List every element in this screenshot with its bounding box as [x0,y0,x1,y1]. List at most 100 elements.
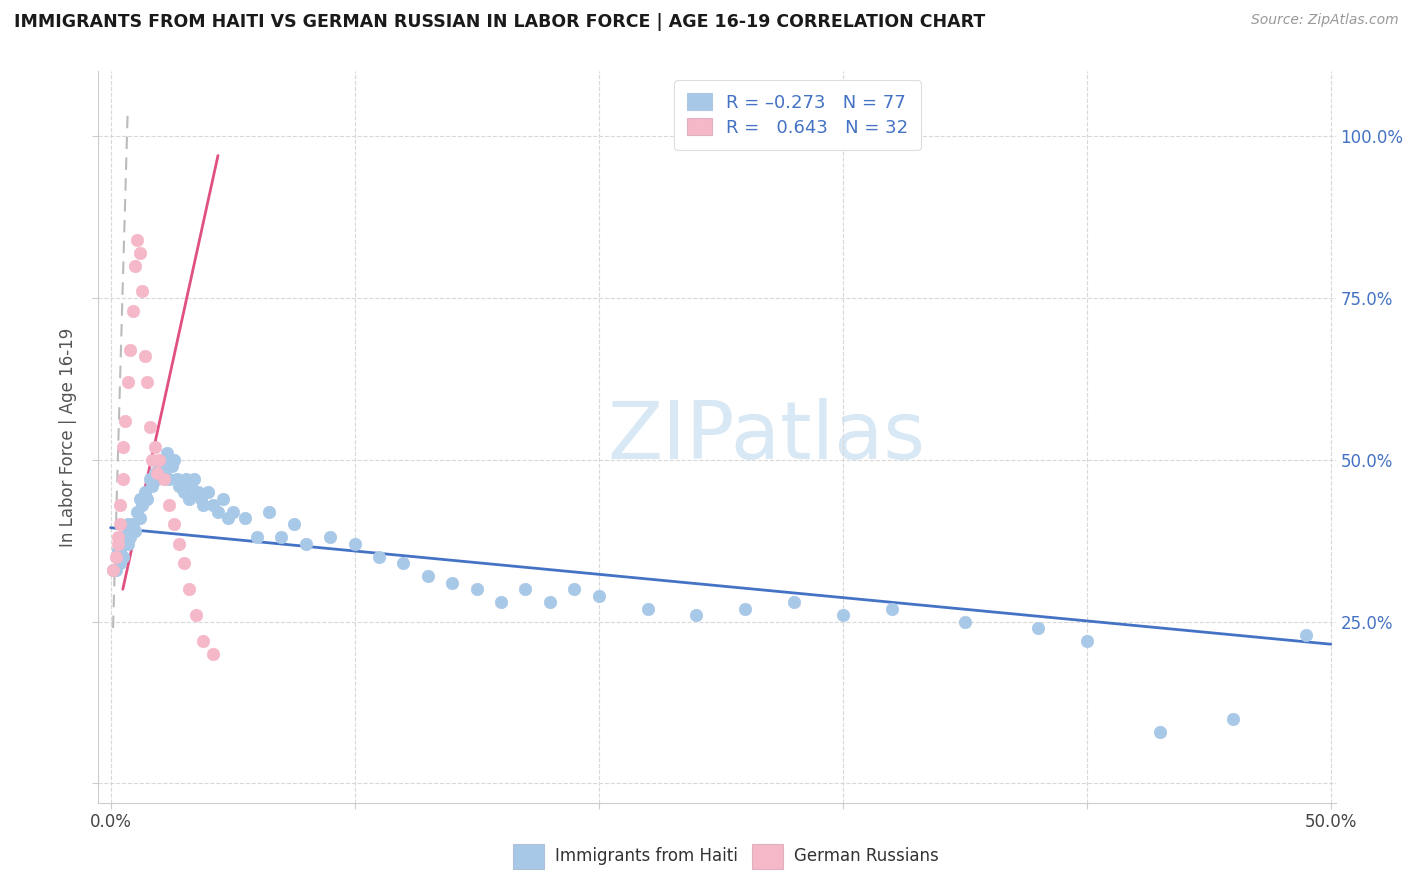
Point [143,440,166,454]
Point [111,472,134,486]
Point [141,452,163,467]
Point [136,375,159,389]
Point [441,575,464,590]
Point [515,582,537,597]
Point [114,414,136,428]
Point [157,472,180,486]
Point [111,440,134,454]
Point [110,557,132,571]
Point [221,504,243,518]
Point [187,485,209,500]
Point [107,549,129,564]
Point [257,504,280,518]
Point [138,472,160,486]
Point [190,491,212,506]
Point [148,452,170,467]
Point [270,530,292,544]
Point [197,485,219,500]
Point [127,504,149,518]
Point [101,563,124,577]
Point [110,543,132,558]
Point [1295,627,1317,641]
Bar [752,844,783,869]
Text: ZIPatlas: ZIPatlas [607,398,925,476]
Point [134,349,156,363]
Point [138,420,160,434]
Y-axis label: In Labor Force | Age 16-19: In Labor Force | Age 16-19 [59,327,77,547]
Point [246,530,269,544]
Point [104,563,127,577]
Point [193,634,215,648]
Point [136,491,159,506]
Point [637,601,659,615]
Point [489,595,512,609]
Point [127,233,149,247]
Point [562,582,585,597]
Point [101,563,124,577]
Point [202,647,225,661]
Point [120,530,142,544]
Point [343,537,366,551]
Point [117,517,139,532]
Point [134,485,156,500]
Point [233,511,256,525]
Point [160,459,183,474]
Point [217,511,239,525]
Point [111,530,134,544]
Point [177,491,200,506]
Point [156,446,179,460]
Point [184,608,207,623]
Point [392,557,415,571]
Point [1026,621,1049,635]
Point [538,595,561,609]
Text: IMMIGRANTS FROM HAITI VS GERMAN RUSSIAN IN LABOR FORCE | AGE 16-19 CORRELATION C: IMMIGRANTS FROM HAITI VS GERMAN RUSSIAN … [14,13,986,31]
Point [120,343,142,357]
Point [129,491,152,506]
Point [183,472,205,486]
Point [143,466,166,480]
Bar [513,844,544,869]
Point [157,498,180,512]
Point [295,537,318,551]
Legend: R = –0.273   N = 77, R =   0.643   N = 32: R = –0.273 N = 77, R = 0.643 N = 32 [673,80,921,150]
Point [131,285,153,299]
Point [166,472,188,486]
Point [319,530,342,544]
Point [153,472,176,486]
Point [1222,712,1244,726]
Text: Source: ZipAtlas.com: Source: ZipAtlas.com [1251,13,1399,28]
Point [1076,634,1098,648]
Point [146,466,169,480]
Point [831,608,853,623]
Point [124,524,146,538]
Point [107,537,129,551]
Point [1149,724,1171,739]
Point [129,511,152,525]
Text: German Russians: German Russians [794,847,939,865]
Point [177,582,200,597]
Point [117,537,139,551]
Point [107,530,129,544]
Point [212,491,235,506]
Point [121,303,143,318]
Point [167,478,190,492]
Point [146,472,169,486]
Point [114,530,136,544]
Point [163,517,186,532]
Point [124,259,146,273]
Text: Immigrants from Haiti: Immigrants from Haiti [555,847,738,865]
Point [465,582,488,597]
Point [180,478,202,492]
Point [163,452,186,467]
Point [953,615,976,629]
Point [104,549,127,564]
Point [141,478,163,492]
Point [368,549,391,564]
Point [129,245,152,260]
Point [173,485,195,500]
Point [117,375,139,389]
Point [150,452,173,467]
Point [174,472,197,486]
Point [207,504,229,518]
Point [110,498,132,512]
